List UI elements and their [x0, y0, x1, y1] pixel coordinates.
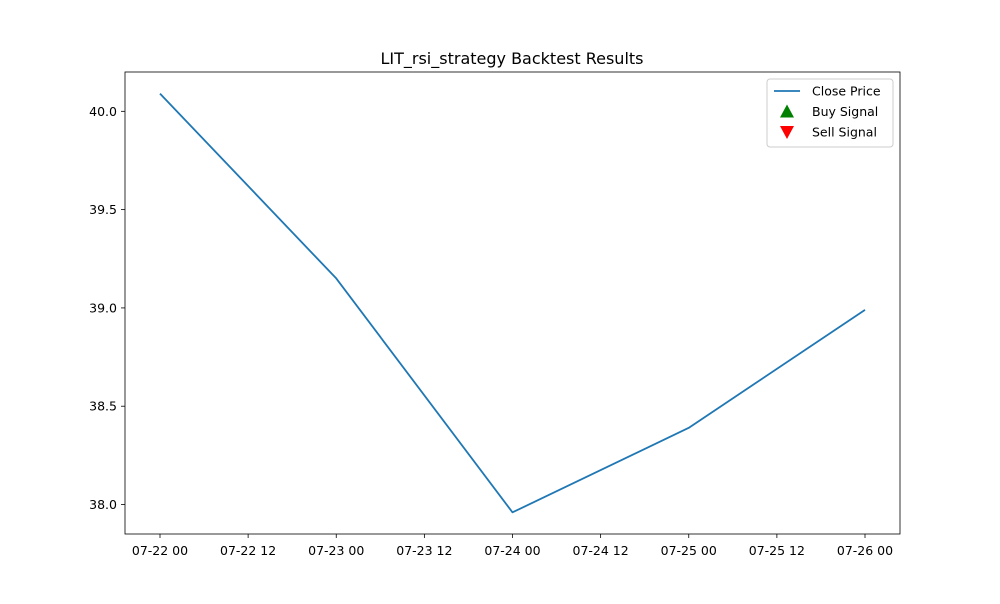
legend-label-close-price: Close Price [812, 84, 881, 99]
legend: Close Price Buy Signal Sell Signal [767, 79, 893, 147]
series-line-close-price [160, 94, 865, 513]
legend-label-sell-signal: Sell Signal [812, 125, 877, 140]
x-tick-label: 07-22 12 [220, 543, 276, 558]
series-layer [160, 94, 865, 513]
x-axis: 07-22 00 07-22 12 07-23 00 07-23 12 07-24 00… [132, 534, 893, 558]
x-tick-label: 07-26 00 [837, 543, 893, 558]
x-tick-label: 07-25 12 [749, 543, 805, 558]
x-tick-label: 07-23 12 [396, 543, 452, 558]
y-tick-label: 38.0 [89, 497, 117, 512]
x-tick-label: 07-23 00 [308, 543, 364, 558]
x-tick-label: 07-24 12 [573, 543, 629, 558]
y-axis: 38.0 38.5 39.0 39.5 40.0 [89, 104, 125, 512]
x-tick-label: 07-25 00 [661, 543, 717, 558]
y-tick-label: 39.5 [89, 202, 117, 217]
x-tick-label: 07-22 00 [132, 543, 188, 558]
legend-label-buy-signal: Buy Signal [812, 104, 878, 119]
chart-title: LIT_rsi_strategy Backtest Results [380, 49, 643, 69]
y-tick-label: 38.5 [89, 399, 117, 414]
x-tick-label: 07-24 00 [484, 543, 540, 558]
y-tick-label: 39.0 [89, 300, 117, 315]
y-tick-label: 40.0 [89, 104, 117, 119]
